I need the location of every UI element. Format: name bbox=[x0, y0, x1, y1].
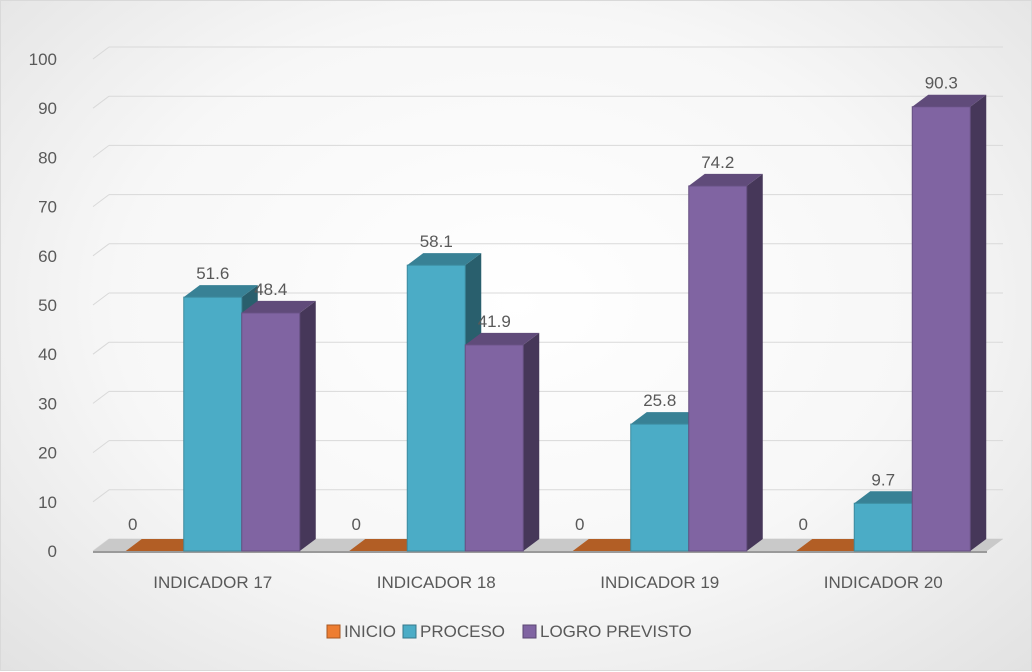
bar-logro-previsto-4 bbox=[911, 94, 987, 552]
bar-side bbox=[299, 300, 316, 551]
bar-side bbox=[970, 94, 987, 551]
floor-plane bbox=[93, 539, 1003, 551]
bar-inicio-2 bbox=[349, 539, 424, 551]
category-label: INDICADOR 20 bbox=[824, 573, 943, 592]
bar-logro-previsto-2 bbox=[464, 332, 540, 552]
data-label: 41.9 bbox=[478, 312, 511, 331]
legend-label: LOGRO PREVISTO bbox=[540, 622, 692, 641]
bars bbox=[125, 94, 987, 552]
data-label: 9.7 bbox=[871, 470, 895, 489]
bar-front bbox=[911, 106, 971, 552]
bar-proceso-1 bbox=[183, 285, 258, 552]
legend-label: INICIO bbox=[344, 622, 396, 641]
gridline-side bbox=[92, 489, 110, 503]
gridline-side bbox=[92, 292, 110, 306]
y-axis-ticks: 0 10 20 30 40 50 60 70 80 90 100 bbox=[29, 50, 57, 561]
gridline-side bbox=[92, 144, 110, 158]
data-label: 0 bbox=[799, 515, 808, 534]
bar-inicio-3 bbox=[572, 539, 647, 551]
data-label: 48.4 bbox=[254, 280, 287, 299]
y-tick-label: 90 bbox=[38, 99, 57, 118]
bar-top bbox=[796, 539, 871, 551]
y-tick-label: 80 bbox=[38, 148, 57, 167]
y-tick-label: 100 bbox=[29, 50, 57, 69]
bar-front bbox=[630, 423, 690, 552]
bar-logro-previsto-1 bbox=[241, 300, 316, 552]
y-tick-label: 60 bbox=[38, 247, 57, 266]
bar-front bbox=[183, 296, 243, 552]
category-label: INDICADOR 17 bbox=[153, 573, 272, 592]
data-label: 0 bbox=[128, 515, 137, 534]
data-labels: 0 51.6 48.4 0 58.1 41.9 0 25.8 74.2 0 9.7 90.3 bbox=[128, 74, 958, 534]
bar-top bbox=[407, 253, 482, 266]
data-label: 25.8 bbox=[643, 391, 676, 410]
bar-front bbox=[464, 344, 524, 552]
bar-top bbox=[183, 285, 258, 298]
bar-logro-previsto-3 bbox=[688, 173, 763, 552]
category-label: INDICADOR 19 bbox=[600, 573, 719, 592]
floor-edge bbox=[93, 551, 987, 553]
bar-top bbox=[125, 539, 200, 551]
data-label: 51.6 bbox=[196, 264, 229, 283]
legend: INICIO PROCESO LOGRO PREVISTO bbox=[326, 622, 692, 641]
bar-front bbox=[241, 312, 301, 552]
y-tick-label: 10 bbox=[38, 493, 57, 512]
bar-top bbox=[912, 94, 987, 107]
y-tick-label: 30 bbox=[38, 394, 57, 413]
category-labels: INDICADOR 17 INDICADOR 18 INDICADOR 19 INDI… bbox=[153, 573, 943, 592]
bar-top bbox=[854, 491, 929, 504]
legend-swatch bbox=[522, 624, 537, 639]
gridline-side bbox=[92, 440, 110, 454]
gridline-side bbox=[92, 95, 110, 109]
bar-top bbox=[241, 300, 316, 313]
bar-top bbox=[630, 412, 705, 425]
bar-inicio-1 bbox=[125, 539, 200, 551]
gridline-side bbox=[92, 390, 110, 404]
y-tick-label: 50 bbox=[38, 296, 57, 315]
legend-swatch bbox=[402, 624, 417, 639]
bar-front bbox=[688, 185, 748, 552]
gridline-side bbox=[92, 243, 110, 257]
bar-top bbox=[688, 173, 763, 186]
legend-label: PROCESO bbox=[420, 622, 505, 641]
data-label: 58.1 bbox=[420, 232, 453, 251]
bar-top bbox=[465, 332, 540, 345]
gridline-side bbox=[92, 341, 110, 355]
bar-side bbox=[746, 173, 763, 551]
bar-front bbox=[853, 502, 913, 552]
y-tick-label: 70 bbox=[38, 198, 57, 217]
bar-top bbox=[572, 539, 647, 551]
gridline-side bbox=[92, 194, 110, 208]
gridline-side bbox=[92, 46, 110, 60]
legend-swatch bbox=[326, 624, 341, 639]
data-label: 0 bbox=[352, 515, 361, 534]
y-tick-label: 40 bbox=[38, 345, 57, 364]
data-label: 90.3 bbox=[925, 74, 958, 93]
chart-floor bbox=[93, 539, 1003, 553]
data-label: 0 bbox=[575, 515, 584, 534]
y-tick-label: 20 bbox=[38, 444, 57, 463]
bar-side bbox=[523, 332, 540, 551]
bar-top bbox=[349, 539, 424, 551]
data-label: 74.2 bbox=[701, 153, 734, 172]
bar-inicio-4 bbox=[796, 539, 871, 551]
category-label: INDICADOR 18 bbox=[377, 573, 496, 592]
y-tick-label: 0 bbox=[48, 542, 57, 561]
bar-front bbox=[406, 264, 466, 552]
